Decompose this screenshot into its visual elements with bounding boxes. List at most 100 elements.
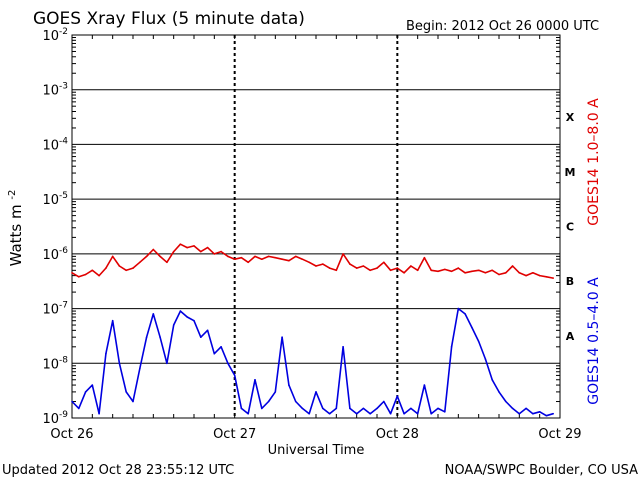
data-point [288,259,290,262]
data-point [288,384,290,386]
data-point [322,407,324,410]
data-point [261,407,263,410]
data-point [498,391,500,393]
data-point [525,274,527,277]
data-point [233,258,236,261]
series-layer [71,243,554,417]
data-point [308,261,311,264]
data-point [186,316,188,318]
data-point [118,362,121,365]
y-tick-label: 10-4 [42,136,68,153]
data-point [172,250,175,253]
data-point [308,412,311,415]
data-point [416,412,419,415]
data-point [355,267,358,269]
data-point [220,250,222,253]
data-point [145,336,148,339]
data-point [315,391,317,393]
data-point [538,274,541,277]
flare-class-b: B [566,275,574,288]
flare-class-x: X [566,111,575,124]
data-point [159,255,161,258]
data-point [498,273,500,276]
x-tick-label: Oct 29 [538,427,581,442]
data-point [240,256,243,259]
data-point [267,255,270,258]
data-point [254,379,256,381]
data-point [261,258,263,261]
x-tick-label: Oct 28 [376,427,419,442]
data-point [125,269,127,272]
data-point [369,412,372,415]
y-tick-label: 10-5 [42,191,68,208]
data-point [464,313,466,315]
y-tick-label: 10-7 [42,301,68,318]
data-point [423,256,426,259]
data-point [111,255,114,258]
flare-class-labels: X M C B A [565,111,576,343]
data-point [193,245,195,247]
data-point [213,352,216,355]
data-point [78,276,80,278]
data-point [213,253,216,255]
data-point [166,362,168,365]
y-tick-label: 10-2 [42,27,68,44]
data-point [538,411,541,413]
data-point [430,412,433,415]
data-point [335,269,338,272]
data-point [322,263,324,265]
data-point [505,400,507,403]
data-point [545,276,548,278]
data-point [362,407,365,410]
data-point [254,255,256,258]
flare-class-c: C [566,221,574,234]
data-point [545,414,548,417]
data-point [505,272,507,274]
data-point [159,336,161,339]
data-point [247,412,249,415]
data-point [200,250,202,253]
data-point [552,412,554,415]
data-point [342,346,344,348]
data-point [410,265,412,267]
data-point [152,248,155,251]
data-point [511,407,514,410]
data-point [518,272,521,274]
x-axis: Oct 26 Oct 27 Oct 28 Oct 29 [50,35,582,442]
data-point [206,246,209,249]
data-point [281,336,283,339]
y-axis-label: Watts m -2 [7,190,25,267]
data-point [139,367,141,370]
data-point [376,407,378,410]
data-point [471,326,473,329]
data-point [403,272,405,274]
data-point [471,270,473,273]
data-point [457,307,460,310]
data-point [281,258,283,261]
series-line-long-wavelength [71,243,554,279]
y-tick-label: 10-3 [42,82,68,99]
data-point [328,267,331,269]
chart-title: GOES Xray Flux (5 minute data) [33,9,305,29]
data-point [294,255,297,258]
y-tick-label: 10-6 [42,246,68,263]
y-axis-label-text: Watts m [7,204,25,266]
legend-series-blue: GOES14 0.5–4.0 A [586,277,602,405]
data-point [484,272,487,274]
data-point [200,336,202,339]
x-tick-label: Oct 27 [213,427,256,442]
x-axis-label: Universal Time [268,443,365,458]
flare-class-a: A [566,330,575,343]
data-point [294,400,297,403]
footer-updated: Updated 2012 Oct 28 23:55:12 UTC [2,463,234,478]
data-point [477,340,480,343]
y-axis-label-exponent: -2 [7,190,18,200]
data-point [274,256,277,259]
data-point [355,412,358,415]
data-point [396,267,399,269]
data-point [78,407,80,410]
data-point [416,269,419,272]
data-point [166,261,168,264]
